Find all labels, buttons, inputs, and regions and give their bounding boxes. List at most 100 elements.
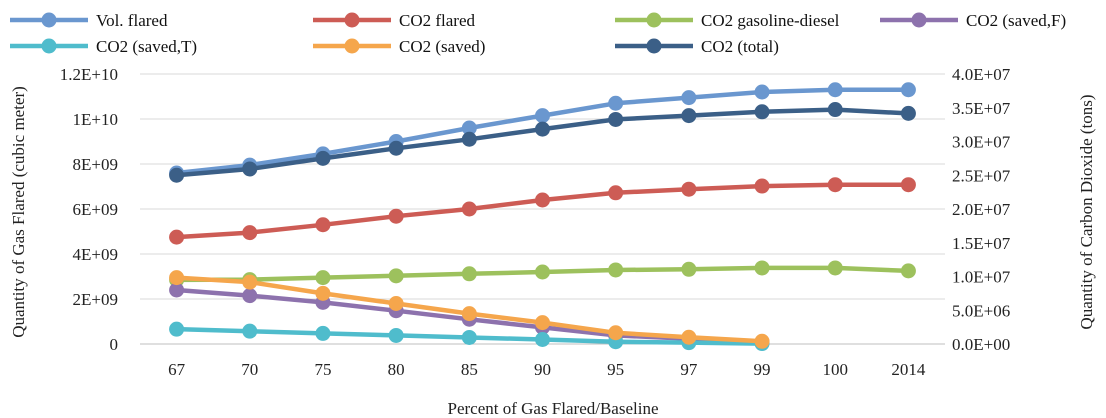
data-point [754, 84, 770, 100]
series-co2-flared [169, 177, 916, 245]
data-point [535, 108, 550, 124]
x-tick-label: 85 [461, 360, 478, 379]
legend-swatch-marker [344, 38, 360, 54]
data-point [827, 102, 843, 118]
y2-tick-label: 2.5E+07 [952, 166, 1011, 185]
data-point [388, 140, 404, 156]
data-point [388, 268, 404, 284]
x-tick-label: 75 [314, 360, 331, 379]
y2-tick-label: 1.0E+07 [952, 268, 1011, 287]
x-tick-label: 80 [388, 360, 405, 379]
data-point [681, 108, 697, 124]
data-point [169, 282, 185, 298]
data-point [169, 270, 185, 286]
data-point [535, 315, 550, 331]
y-tick-label: 1E+10 [73, 110, 118, 129]
data-point [608, 185, 624, 201]
x-tick-label: 95 [607, 360, 624, 379]
data-point [461, 131, 477, 147]
y2-tick-label: 1.5E+07 [952, 234, 1011, 253]
x-tick-label: 70 [241, 360, 258, 379]
x-tick-label: 100 [822, 360, 848, 379]
legend-label: CO2 (saved,T) [96, 37, 197, 56]
data-point [535, 332, 550, 347]
x-tick-label: 2014 [891, 360, 926, 379]
data-point [461, 329, 477, 345]
data-point [681, 181, 697, 197]
data-point [315, 217, 331, 233]
data-point [608, 262, 624, 278]
data-point [315, 270, 331, 286]
data-point [754, 178, 770, 194]
series-co2-saved [169, 270, 770, 349]
series-co2-gasoline-diesel [169, 260, 916, 288]
legend-item: Vol. flared [10, 11, 168, 30]
legend-item: CO2 (saved,T) [10, 37, 197, 56]
legend-item: CO2 (saved) [313, 37, 485, 56]
data-point [242, 288, 258, 304]
data-point [900, 263, 916, 279]
x-axis-title: Percent of Gas Flared/Baseline [447, 399, 658, 418]
y-tick-label: 8E+09 [73, 155, 118, 174]
data-point [169, 229, 185, 245]
y-tick-label: 6E+09 [73, 200, 118, 219]
data-point [754, 333, 770, 349]
legend-item: CO2 (total) [615, 37, 779, 56]
data-point [461, 306, 477, 322]
legend-label: CO2 flared [399, 11, 476, 30]
legend-swatch-marker [646, 12, 662, 28]
data-point [827, 260, 843, 276]
data-point [242, 161, 258, 177]
data-point [242, 225, 258, 241]
legend-label: CO2 (saved) [399, 37, 485, 56]
data-point [754, 104, 770, 120]
x-tick-label: 97 [680, 360, 698, 379]
data-point [535, 264, 550, 280]
x-tick-label: 90 [534, 360, 551, 379]
data-point [315, 325, 331, 341]
y-tick-label: 4E+09 [73, 245, 118, 264]
data-point [461, 120, 477, 136]
y2-tick-label: 4.0E+07 [952, 65, 1011, 84]
legend-item: CO2 (saved,F) [880, 11, 1066, 30]
x-axis: 67 70 75 80 85 90 95 97 99 100 2014 [168, 360, 926, 379]
legend-label: Vol. flared [96, 11, 168, 30]
legend: Vol. flared CO2 flared CO2 gasoline-diesel… [10, 11, 1066, 56]
legend-swatch-marker [344, 12, 360, 28]
data-point [315, 285, 331, 301]
data-point [461, 266, 477, 282]
data-point [608, 95, 624, 111]
y-axis-left-title: Quantity of Gas Flared (cubic meter) [9, 86, 28, 338]
legend-swatch-marker [911, 12, 927, 28]
legend-label: CO2 gasoline-diesel [701, 11, 840, 30]
data-point [388, 327, 404, 343]
legend-swatch-marker [41, 38, 57, 54]
data-point [681, 90, 697, 106]
data-point [461, 201, 477, 217]
data-point [608, 111, 624, 127]
data-point [754, 260, 770, 276]
y-axis-left: 0 2E+09 4E+09 6E+09 8E+09 1E+10 1.2E+10 [60, 65, 118, 354]
data-point [242, 274, 258, 290]
data-point [169, 321, 185, 337]
y2-tick-label: 3.5E+07 [952, 99, 1011, 118]
data-point [681, 329, 697, 345]
y2-tick-label: 5.0E+06 [952, 301, 1010, 320]
series-layer [169, 82, 916, 352]
y-tick-label: 0 [110, 335, 119, 354]
y2-tick-label: 3.0E+07 [952, 133, 1011, 152]
y-axis-right-title: Quantity of Carbon Dioxide (tons) [1077, 94, 1096, 329]
data-point [315, 150, 331, 166]
data-point [900, 177, 916, 193]
legend-swatch-marker [41, 12, 57, 28]
data-point [827, 177, 843, 193]
legend-swatch-marker [646, 38, 662, 54]
data-point [900, 105, 916, 121]
data-point [388, 296, 404, 311]
y2-tick-label: 0.0E+00 [952, 335, 1010, 354]
data-point [827, 82, 843, 98]
data-point [169, 167, 185, 183]
legend-label: CO2 (total) [701, 37, 779, 56]
y-tick-label: 2E+09 [73, 290, 118, 309]
